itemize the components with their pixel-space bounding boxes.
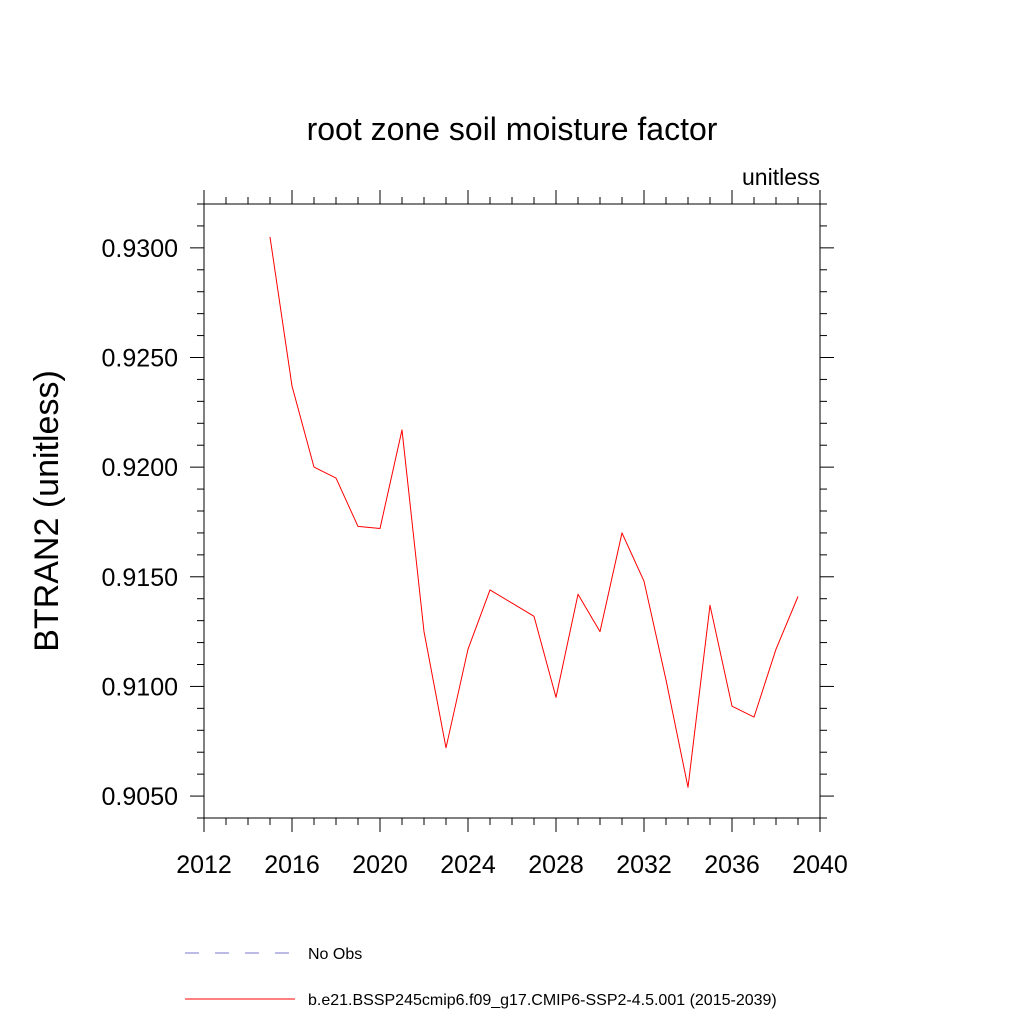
y-tick-label: 0.9300 [102,235,178,263]
legend: No Obs b.e21.BSSP245cmip6.f09_g17.CMIP6-S… [185,946,777,1009]
legend-label-0: No Obs [308,946,362,963]
y-axis-label: BTRAN2 (unitless) [28,370,66,652]
x-tick-label: 2036 [704,851,760,879]
chart-title: root zone soil moisture factor [307,111,718,147]
y-tick-label: 0.9250 [102,345,178,373]
series-line-0 [269,236,799,788]
legend-label-1: b.e21.BSSP245cmip6.f09_g17.CMIP6-SSP2-4.… [308,992,777,1009]
x-tick-label: 2040 [792,851,848,879]
x-tick-label: 2020 [352,851,408,879]
x-tick-label: 2032 [616,851,672,879]
plot-frame [203,203,821,819]
x-tick-label: 2016 [264,851,320,879]
y-tick-label: 0.9150 [102,564,178,592]
series-layer [269,236,799,788]
units-label: unitless [742,164,820,190]
y-tick-label: 0.9100 [102,673,178,701]
x-tick-label: 2024 [440,851,496,879]
x-tick-label: 2028 [528,851,584,879]
y-tick-label: 0.9200 [102,454,178,482]
x-tick-label: 2012 [176,851,232,879]
y-axis: 0.9050 0.9100 0.9150 0.9200 0.9250 0.9300 [102,203,834,819]
y-tick-label: 0.9050 [102,783,178,811]
x-axis: 2012 2016 2020 2024 2028 2032 2036 2040 [176,190,848,879]
